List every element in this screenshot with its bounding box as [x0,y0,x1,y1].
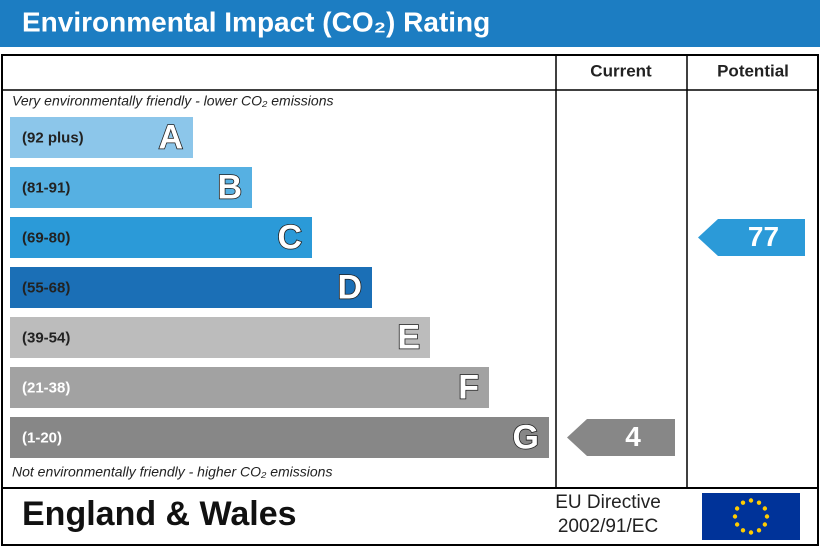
directive-line: 2002/91/EC [558,516,658,537]
directive-line: EU Directive [555,492,661,513]
flag-star [762,506,768,511]
flag-stars [732,498,770,535]
band-letter: B [217,168,242,206]
title-bar [0,0,820,47]
band-letter: C [277,218,302,256]
flag-star [732,514,738,519]
band-bar [10,217,312,258]
flag-star [748,530,754,535]
potential-value: 77 [748,221,779,252]
header-potential: Potential [717,61,789,80]
band-bar [10,417,549,458]
band-range: (21-38) [22,379,70,396]
current-value: 4 [625,421,641,452]
current-arrow [567,419,675,456]
top-note: Very environmentally friendly - lower CO… [12,93,333,109]
eu-flag [702,493,800,540]
band-letter: D [337,268,362,306]
region: England & Wales [22,495,297,533]
bottom-note: Not environmentally friendly - higher CO… [12,464,332,480]
flag-star [756,500,762,505]
band-bar [10,267,372,308]
potential-arrow [698,219,805,256]
band-letter: F [458,368,479,406]
title: Environmental Impact (CO₂) Rating [22,6,490,37]
flag-star [740,500,746,505]
header-current: Current [590,61,652,80]
flag-star [762,522,768,527]
band-bar [10,117,193,158]
flag-star [740,528,746,533]
band-range: (92 plus) [22,129,84,146]
band-bar [10,367,489,408]
band-letter: A [158,118,183,156]
flag-star [756,528,762,533]
band-range: (39-54) [22,329,70,346]
band-range: (81-91) [22,179,70,196]
band-bar [10,317,430,358]
flag-star [734,522,740,527]
band-range: (69-80) [22,229,70,246]
band-range: (1-20) [22,429,62,446]
flag-star [764,514,770,519]
band-letter: G [513,418,539,456]
band-letter: E [397,318,420,356]
band-bar [10,167,252,208]
frame [1,54,819,546]
flag-star [734,506,740,511]
band-range: (55-68) [22,279,70,296]
flag-star [748,498,754,503]
